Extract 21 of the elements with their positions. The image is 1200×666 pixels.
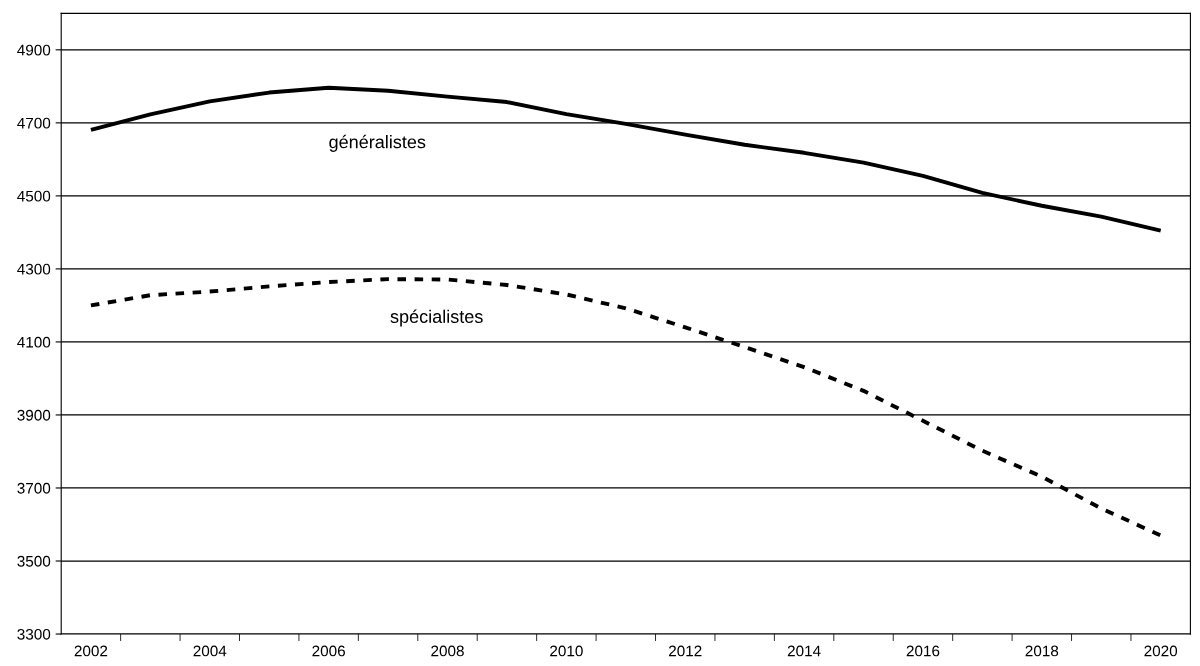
y-tick-label: 4700 bbox=[17, 117, 51, 129]
y-tick-label: 4500 bbox=[17, 190, 51, 202]
y-tick-label: 4300 bbox=[17, 263, 51, 275]
x-tick-label: 2002 bbox=[74, 645, 108, 657]
y-tick-label: 4900 bbox=[17, 44, 51, 56]
y-tick-label: 4100 bbox=[17, 336, 51, 348]
x-tick-label: 2008 bbox=[431, 645, 464, 657]
x-tick-label: 2020 bbox=[1144, 645, 1178, 657]
text: généralistes bbox=[329, 134, 426, 152]
x-tick-label: 2018 bbox=[1025, 645, 1059, 657]
series-label: spécialistes bbox=[390, 309, 483, 327]
y-tick-label: 3900 bbox=[17, 409, 51, 421]
y-tick-label: 3700 bbox=[17, 482, 51, 494]
x-tick-label: 2016 bbox=[906, 645, 940, 657]
y-tick-label: 3300 bbox=[17, 628, 51, 640]
x-tick-label: 2010 bbox=[550, 645, 583, 657]
y-tick-label: 3500 bbox=[17, 555, 51, 567]
x-tick-label: 2014 bbox=[787, 645, 821, 657]
x-tick-label: 2006 bbox=[312, 645, 345, 657]
x-tick-label: 2012 bbox=[669, 645, 702, 657]
x-tick-label: 2004 bbox=[193, 645, 227, 657]
